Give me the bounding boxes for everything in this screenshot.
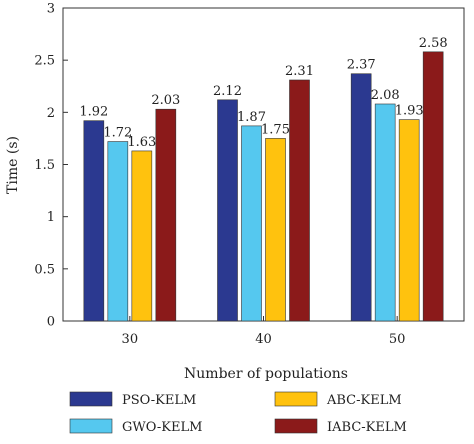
data-label: 2.31 (285, 64, 314, 79)
data-label: 1.75 (261, 122, 290, 137)
y-axis-label: Time (s) (5, 136, 21, 194)
data-label: 1.92 (79, 105, 108, 120)
bar (241, 125, 262, 322)
y-tick-label: 1.5 (34, 158, 55, 173)
data-labels: 1.92 1.721.63 2.03 2.12 1.871.75 2.31 2.37 2.08… (79, 36, 447, 150)
legend-swatch (69, 391, 113, 407)
y-tick-label: 2 (47, 106, 55, 121)
legend-swatch (274, 391, 318, 407)
data-label: 1.63 (127, 135, 156, 150)
y-tick-label: 2.5 (34, 54, 55, 69)
bar (217, 99, 238, 322)
y-tick-label: 1 (47, 210, 55, 225)
x-axis-label: Number of populations (184, 366, 348, 382)
bar (131, 150, 153, 322)
x-axis: 30 40 50 (122, 316, 406, 347)
data-label: 2.12 (213, 84, 242, 99)
legend-label: ABC-KELM (326, 393, 402, 408)
data-label: 1.87 (237, 110, 266, 125)
legend-label: IABC-KELM (327, 420, 407, 435)
y-axis: 0 0.5 1 1.5 2 2.5 3 (34, 2, 68, 330)
data-label: 2.37 (347, 58, 376, 73)
bar (398, 119, 420, 322)
bars (83, 51, 444, 322)
bar (289, 79, 310, 322)
data-label: 1.72 (103, 126, 132, 141)
data-label: 1.93 (395, 104, 424, 119)
bar (350, 73, 372, 322)
legend-swatch (69, 418, 113, 434)
bar (422, 51, 444, 322)
bar (265, 138, 286, 322)
legend-label: GWO-KELM (122, 420, 202, 435)
data-label: 2.58 (419, 36, 448, 51)
bar (155, 108, 177, 322)
y-tick-label: 0.5 (34, 262, 55, 277)
legend: PSO-KELM GWO-KELM ABC-KELM IABC-KELM (69, 391, 407, 435)
bar (83, 120, 105, 322)
y-tick-label: 3 (47, 2, 55, 17)
x-tick-label: 40 (255, 332, 272, 347)
bar (374, 103, 396, 322)
x-tick-label: 50 (389, 332, 406, 347)
y-tick-label: 0 (47, 315, 55, 330)
x-tick-label: 30 (122, 332, 139, 347)
legend-label: PSO-KELM (122, 393, 196, 408)
data-label: 2.03 (151, 93, 180, 108)
legend-swatch (274, 418, 318, 434)
bar (107, 141, 129, 322)
data-label: 2.08 (371, 88, 400, 103)
